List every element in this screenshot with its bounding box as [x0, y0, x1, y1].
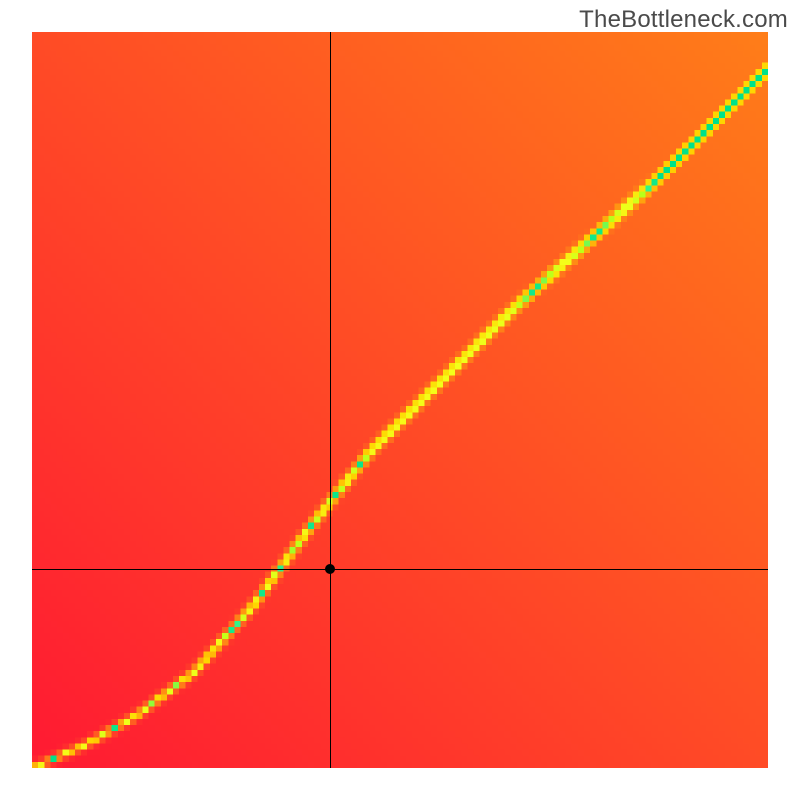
stage: TheBottleneck.com — [0, 0, 800, 800]
bottleneck-heatmap — [32, 32, 768, 768]
watermark-text: TheBottleneck.com — [579, 6, 788, 34]
plot-area[interactable] — [32, 32, 768, 768]
